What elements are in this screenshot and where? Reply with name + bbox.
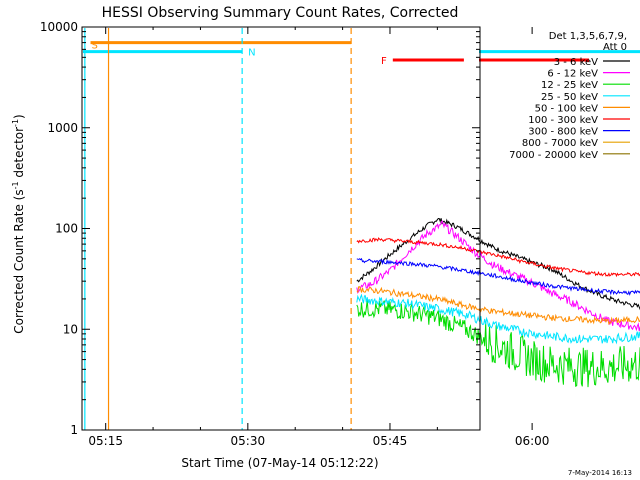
series-line [356,257,640,296]
legend-label: 7000 - 20000 keV [509,150,598,161]
flag-label: F [381,56,387,67]
series-lines [356,217,640,388]
x-tick-label: 05:45 [373,434,408,448]
axis-ticks [82,26,533,431]
y-axis-label-end: ) [12,114,26,119]
legend-label: 3 - 6 keV [554,57,598,68]
legend-label: 100 - 300 keV [528,115,598,126]
x-axis-label: Start Time (07-May-14 05:12:22) [181,456,378,470]
legend-header-line-2: Att 0 [603,42,627,53]
series-line [356,219,640,332]
y-axis-label-sup1: -1 [11,181,20,189]
legend-label: 50 - 100 keV [535,103,599,114]
y-axis-label: Corrected Count Rate (s-1 detector-1) [11,114,26,333]
chart-title: HESSI Observing Summary Count Rates, Cor… [102,5,459,21]
legend-label: 800 - 7000 keV [522,138,598,149]
footer-date: 7-May-2014 16:13 [568,469,632,477]
axis-tick-labels: 05:1505:3005:4506:0006:1506:3006:4511010… [40,20,550,448]
series-line [356,293,640,345]
y-tick-label: 100 [55,222,78,236]
legend-label: 12 - 25 keV [541,80,598,91]
series-line [356,217,640,311]
y-axis-label-main: Corrected Count Rate (s [12,189,26,333]
flag-label: N [248,48,255,59]
flag-label: S [92,41,98,52]
y-axis-label-mid: detector [12,127,26,182]
legend-label: 6 - 12 keV [547,69,598,80]
series-line [356,237,640,278]
series-line [356,300,640,388]
series-line [356,286,640,326]
y-tick-label: 10000 [40,20,78,34]
x-tick-label: 05:30 [231,434,266,448]
x-tick-label: 05:15 [88,434,123,448]
legend-header-line-1: Det 1,3,5,6,7,9, [549,31,627,42]
observing-flags: S N F [83,41,640,67]
legend-label: 300 - 800 keV [528,127,598,138]
y-axis-label-sup2: -1 [11,119,20,127]
y-tick-label: 1 [70,423,78,437]
y-tick-label: 1000 [47,121,78,135]
y-tick-label: 10 [63,322,78,336]
x-tick-label: 06:00 [515,434,550,448]
legend-label: 25 - 50 keV [541,92,598,103]
